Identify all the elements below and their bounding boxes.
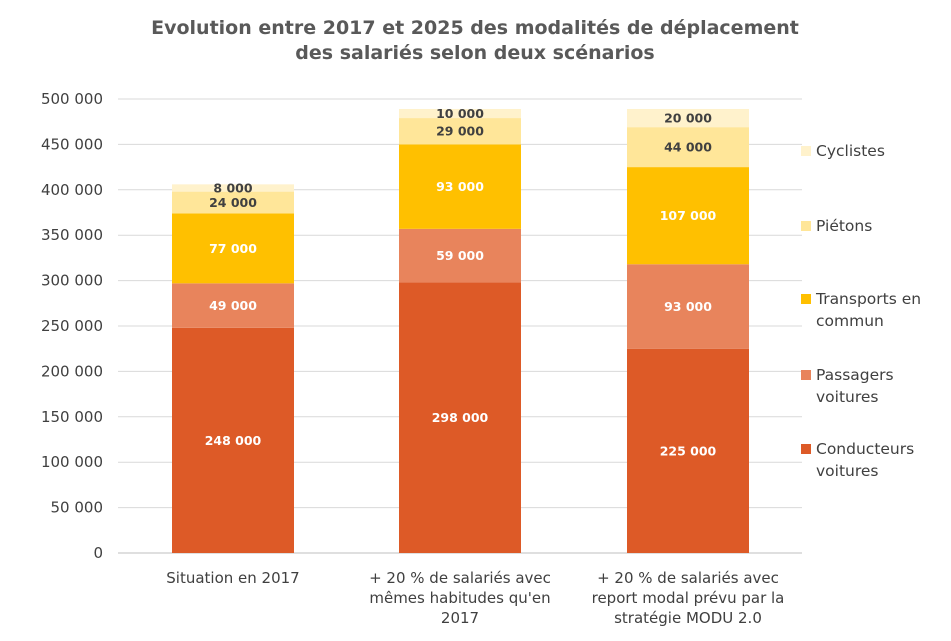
x-axis-categories: Situation en 2017 + 20 % de salariés avec… [166,569,784,627]
y-tick-label: 200 000 [41,362,103,380]
legend-label: Passagers [816,366,894,384]
data-label: 8 000 [213,180,252,195]
data-label: 107 000 [660,208,717,223]
legend-label: commun [816,312,884,330]
bar-segment [172,327,294,553]
chart-title-line: des salariés selon deux scénarios [295,42,654,64]
y-tick-label: 100 000 [41,453,103,471]
data-label: 24 000 [209,195,257,210]
category-label: report modal prévu par la [592,589,785,607]
data-label: 10 000 [436,106,484,121]
category-label: + 20 % de salariés avec [597,569,779,587]
bar-segment [399,228,521,283]
bar-segment [172,184,294,192]
data-label: 93 000 [664,299,712,314]
data-label: 93 000 [436,179,484,194]
data-label: 44 000 [664,140,712,155]
bar-segment [172,283,294,328]
y-tick-label: 450 000 [41,135,103,153]
category-label: mêmes habitudes qu'en [369,589,550,607]
data-label: 248 000 [205,433,262,448]
category-label: + 20 % de salariés avec [369,569,551,587]
legend-swatch [801,221,811,231]
bar-segment [399,144,521,229]
data-label: 20 000 [664,111,712,126]
category-label: 2017 [441,609,479,627]
legend-swatch [801,444,811,454]
bar-segment [627,348,749,553]
legend-label: voitures [816,462,879,480]
chart-title: Evolution entre 2017 et 2025 des modalit… [151,17,799,64]
bar-segment [172,213,294,284]
legend-swatch [801,294,811,304]
y-tick-label: 300 000 [41,272,103,290]
chart-title-line: Evolution entre 2017 et 2025 des modalit… [151,17,799,39]
bars [172,108,749,553]
y-tick-label: 0 [93,544,103,562]
y-tick-label: 350 000 [41,226,103,244]
data-label: 29 000 [436,124,484,139]
data-label: 225 000 [660,443,717,458]
bar-segment [399,282,521,553]
legend-label: Piétons [816,217,872,235]
bar-segment [627,127,749,168]
legend-swatch [801,146,811,156]
bar-segment [627,108,749,128]
data-label: 77 000 [209,241,257,256]
bar-segment [172,191,294,214]
legend-label: Transports en [815,290,921,308]
legend-label: Conducteurs [816,440,914,458]
bar-segment [399,108,521,119]
category-label: stratégie MODU 2.0 [614,609,762,627]
bar-segment [627,167,749,265]
bar-segment [627,264,749,349]
data-label: 49 000 [209,298,257,313]
data-label: 59 000 [436,248,484,263]
bar-segment [399,118,521,145]
y-axis-ticks: 0 50 000 100 000 150 000 200 000 250 000 300 0… [41,90,103,562]
y-tick-label: 250 000 [41,317,103,335]
y-tick-label: 400 000 [41,181,103,199]
data-label: 298 000 [432,410,489,425]
y-tick-label: 50 000 [51,499,104,517]
category-label: Situation en 2017 [166,569,299,587]
y-tick-label: 500 000 [41,90,103,108]
legend-label: voitures [816,388,879,406]
legend: Cyclistes Piétons Transports en commun Passa… [801,142,921,480]
y-tick-label: 150 000 [41,408,103,426]
legend-swatch [801,370,811,380]
legend-label: Cyclistes [816,142,885,160]
